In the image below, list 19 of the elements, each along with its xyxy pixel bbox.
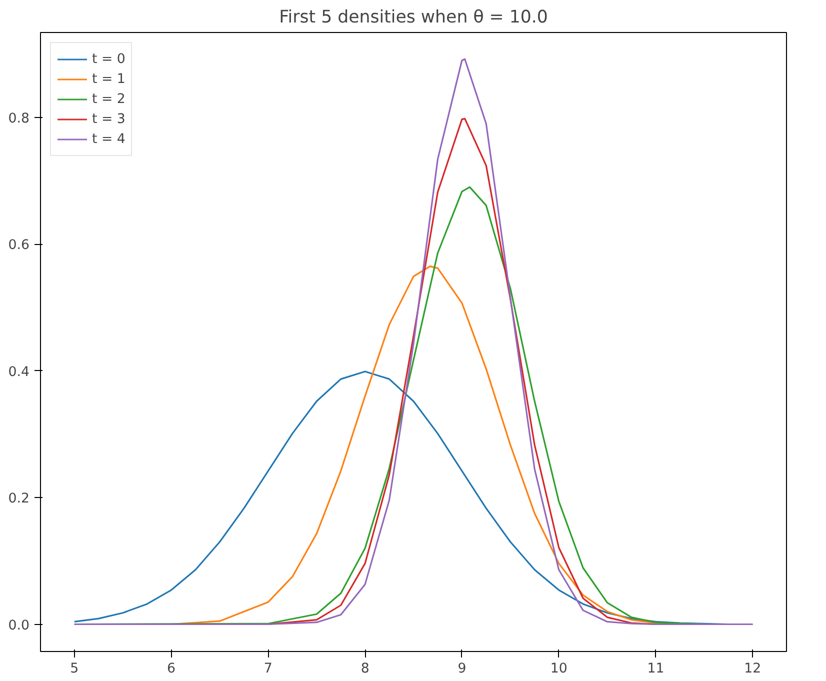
x-tick-label: 12 bbox=[744, 662, 762, 676]
y-tick-label: 0.0 bbox=[8, 618, 30, 634]
x-tick-label: 8 bbox=[360, 662, 370, 676]
x-tick-label: 6 bbox=[167, 662, 176, 676]
x-tick-label: 7 bbox=[264, 662, 272, 676]
legend-label: t = 1 bbox=[92, 72, 126, 86]
x-tick-label: 5 bbox=[70, 662, 79, 676]
legend-label: t = 3 bbox=[92, 112, 126, 126]
chart-title: First 5 densities when θ = 10.0 bbox=[279, 8, 548, 28]
legend-label: t = 0 bbox=[92, 52, 126, 66]
y-tick-label: 0.8 bbox=[8, 111, 30, 126]
x-tick-label: 10 bbox=[550, 662, 568, 676]
x-tick-label: 11 bbox=[647, 662, 664, 676]
y-tick-label: 0.4 bbox=[8, 364, 30, 380]
y-tick-label: 0.2 bbox=[8, 492, 30, 507]
y-tick-label: 0.6 bbox=[8, 238, 30, 254]
legend-label: t = 2 bbox=[92, 92, 126, 106]
x-tick-label: 9 bbox=[458, 662, 466, 676]
legend-label: t = 4 bbox=[92, 132, 126, 146]
